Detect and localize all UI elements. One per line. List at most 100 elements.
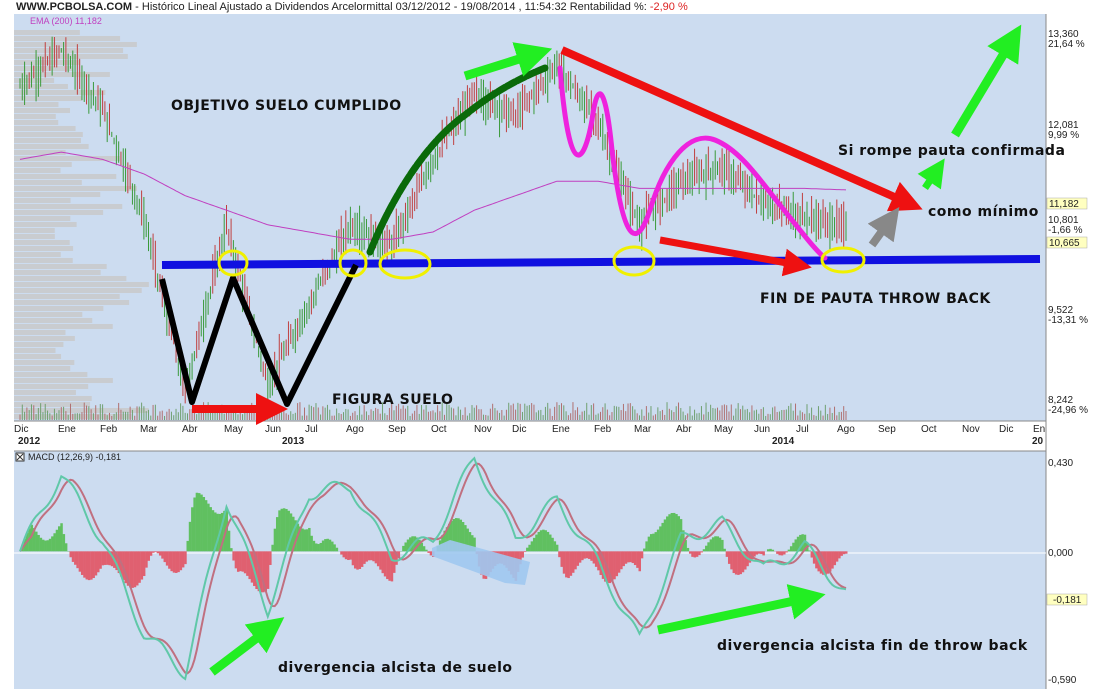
macd-hist-bar: [464, 525, 467, 552]
macd-axis: 0,430 0,000 -0,590: [1048, 458, 1077, 686]
macd-hist-bar: [328, 539, 332, 552]
ema-badge: 11,182: [1049, 199, 1079, 210]
macd-hist-bar: [90, 551, 93, 580]
macd-hist-bar: [147, 551, 150, 561]
volume-profile-bar: [14, 306, 104, 311]
macd-hist-bar: [280, 508, 284, 552]
x-year-label: 2012: [18, 436, 41, 447]
macd-hist-bar: [766, 549, 770, 552]
macd-hist-bar: [748, 551, 752, 563]
macd-hist-bar: [214, 512, 217, 552]
volume-profile-bar: [14, 180, 82, 185]
macd-hist-bar: [659, 526, 662, 552]
macd-hist-bar: [826, 551, 830, 574]
macd-hist-bar: [358, 551, 362, 569]
annotation-div-fin: divergencia alcista fin de throw back: [717, 638, 1028, 654]
volume-profile-bar: [14, 282, 149, 287]
macd-hist-bar: [523, 551, 527, 553]
macd-hist-bar: [732, 551, 736, 574]
macd-hist-bar: [248, 551, 251, 580]
macd-hist-bar: [275, 517, 279, 552]
macd-hist-bar: [395, 551, 398, 565]
macd-hist-bar: [592, 551, 596, 564]
macd-hist-bar: [264, 551, 268, 592]
macd-hist-bar: [753, 551, 756, 557]
price-level-label: 9,522: [1048, 305, 1073, 316]
macd-hist-bar: [532, 537, 536, 552]
macd-hist-bar: [787, 549, 791, 552]
macd-hist-bar: [404, 542, 407, 552]
macd-hist-bar: [269, 551, 272, 565]
macd-hist-bar: [558, 551, 561, 558]
macd-hist-bar: [723, 548, 726, 552]
macd-hist-bar: [622, 551, 625, 567]
macd-hist-bar: [466, 528, 469, 552]
x-tick-label: Sep: [388, 424, 406, 435]
macd-hist-bar: [581, 551, 584, 561]
volume-profile-bar: [14, 372, 88, 377]
macd-hist-bar: [526, 547, 529, 552]
macd-hist-bar: [792, 542, 795, 552]
macd-hist-bar: [539, 530, 543, 552]
macd-hist-bar: [594, 551, 598, 567]
macd-hist-bar: [762, 551, 765, 556]
macd-legend: MACD (12,26,9) -0,181: [28, 452, 121, 462]
annotation-objetivo: OBJETIVO SUELO CUMPLIDO: [171, 98, 402, 114]
macd-hist-bar: [239, 551, 242, 572]
circle-marker: [217, 249, 249, 277]
macd-hist-bar: [390, 551, 394, 582]
macd-hist-bar: [154, 551, 157, 552]
macd-hist-bar: [209, 507, 212, 552]
macd-hist-bar: [97, 551, 100, 573]
macd-hist-bar: [324, 539, 327, 552]
volume-profile-bar: [14, 36, 121, 41]
macd-hist-bar: [562, 551, 566, 574]
macd-hist-bar: [303, 529, 307, 552]
macd-hist-bar: [367, 551, 371, 561]
annotation-div-suelo: divergencia alcista de suelo: [278, 660, 513, 676]
macd-hist-bar: [549, 534, 552, 552]
macd-hist-bar: [588, 551, 591, 559]
macd-hist-bar: [778, 551, 781, 556]
macd-hist-bar: [429, 551, 433, 556]
macd-hist-bar: [569, 551, 573, 576]
red-arrow-pullback: [659, 236, 812, 277]
macd-hist-bar: [647, 536, 651, 552]
macd-hist-bar: [386, 551, 389, 580]
volume-profile-bar: [14, 276, 127, 281]
macd-hist-bar: [388, 551, 391, 581]
x-axis: Dic Ene Feb Mar Abr May Jun Jul Ago Sep Oct Nov Dic E…: [14, 424, 1045, 447]
macd-hist-bar: [785, 551, 788, 553]
x-tick-label: Mar: [140, 424, 158, 435]
macd-hist-bar: [136, 551, 139, 586]
macd-hist-bar: [610, 551, 614, 582]
macd-hist-bar: [87, 551, 91, 581]
volume-profile-bar: [14, 108, 71, 113]
macd-hist-bar: [615, 551, 619, 577]
macd-hist-bar: [168, 551, 171, 569]
macd-hist-bar: [649, 534, 653, 552]
macd-hist-bar: [292, 516, 295, 552]
macd-hist-bar: [537, 531, 541, 552]
price-level-label: 10,801: [1048, 215, 1079, 226]
macd-hist-bar: [298, 526, 302, 552]
macd-hist-bar: [725, 551, 729, 557]
macd-hist-bar: [35, 531, 38, 552]
macd-hist-bar: [257, 551, 261, 592]
macd-hist-bar: [101, 551, 105, 566]
macd-hist-bar: [200, 494, 203, 552]
last-price-badge: 10,665: [1049, 238, 1080, 249]
macd-hist-bar: [698, 551, 701, 556]
macd-hist-bar: [124, 551, 128, 584]
macd-hist-bar: [94, 551, 98, 576]
macd-hist-bar: [459, 519, 463, 552]
volume-profile-bar: [14, 348, 56, 353]
volume-profile-bar: [14, 192, 101, 197]
macd-hist-bar: [675, 514, 678, 552]
macd-hist-bar: [415, 537, 419, 552]
volume-profile-bar: [14, 174, 117, 179]
macd-hist-bar: [184, 551, 187, 565]
volume-profile-bar: [14, 222, 77, 227]
macd-hist-bar: [103, 551, 107, 565]
macd-hist-bar: [631, 551, 635, 564]
